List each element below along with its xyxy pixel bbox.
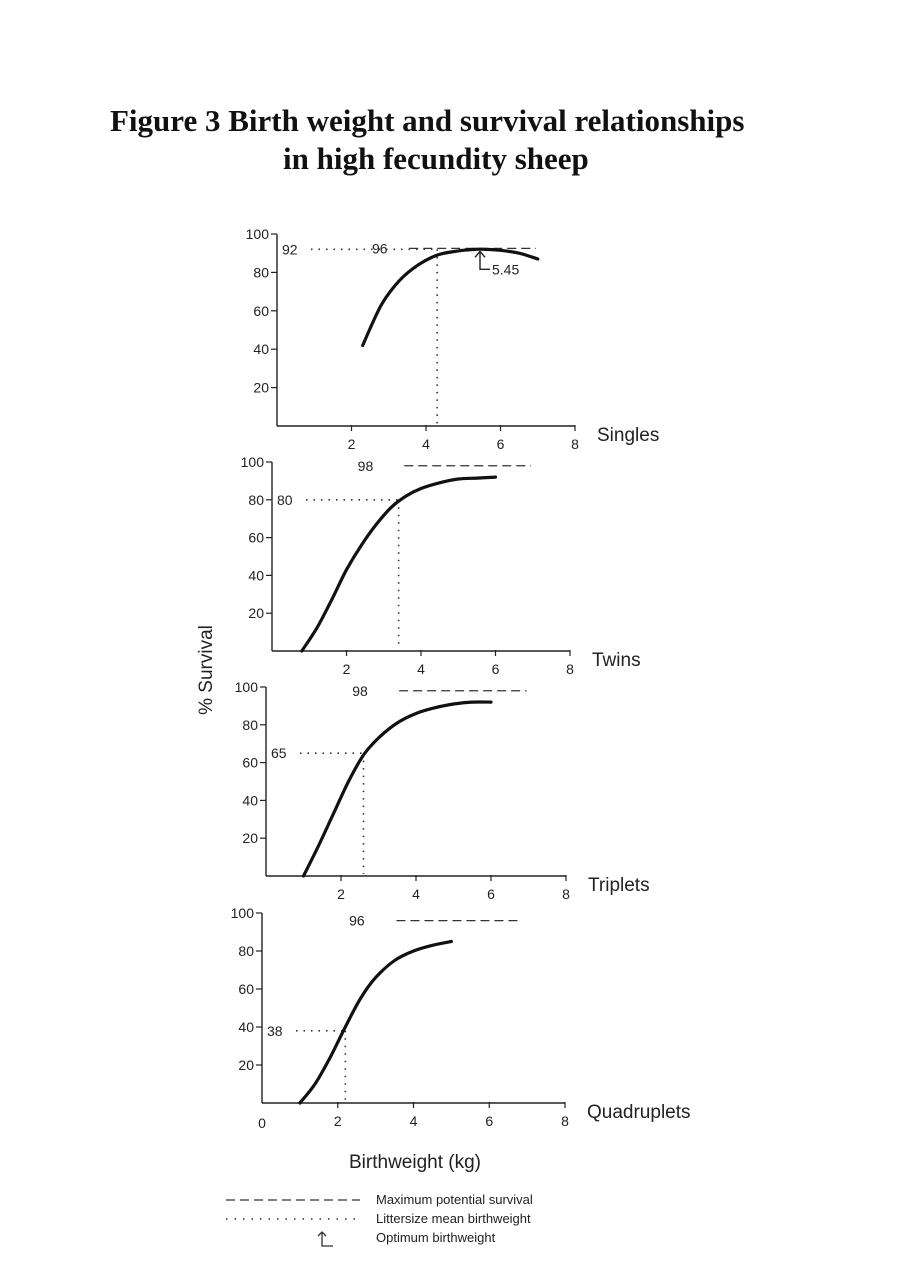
y-tick-label: 20: [253, 380, 269, 396]
mean-survival-label: 80: [277, 492, 293, 508]
y-tick-label: 100: [241, 454, 265, 470]
y-tick-label: 40: [253, 341, 269, 357]
x-axis-label: Birthweight (kg): [349, 1152, 481, 1173]
figure-title: Figure 3 Birth weight and survival relat…: [110, 103, 745, 138]
y-tick-label: 60: [242, 755, 258, 771]
x-tick-label: 4: [417, 661, 425, 677]
mean-survival-label: 65: [271, 745, 287, 761]
y-tick-label: 20: [242, 830, 258, 846]
x-tick-label: 2: [343, 661, 351, 677]
y-tick-label: 40: [242, 792, 258, 808]
legend-optimum-marker: [317, 1231, 333, 1247]
y-tick-label: 40: [238, 1019, 254, 1035]
legend: Maximum potential survival Littersize me…: [226, 1192, 533, 1247]
max-survival-label: 96: [372, 240, 388, 256]
x-tick-label: 8: [562, 886, 570, 902]
y-axis-label: % Survival: [196, 625, 217, 715]
figure-subtitle: in high fecundity sheep: [283, 141, 589, 176]
x-tick-label: 8: [566, 661, 574, 677]
x-tick-label: 2: [348, 436, 356, 452]
panel-name-label: Singles: [597, 425, 659, 446]
x-tick-label: 2: [334, 1113, 342, 1129]
panel-singles: 20 40 60 80 100 2 4 6 8 Singles 96 92 5.45: [246, 226, 660, 452]
max-survival-label: 96: [349, 913, 365, 929]
y-tick-label: 20: [248, 605, 264, 621]
max-survival-label: 98: [358, 458, 374, 474]
y-tick-label: 100: [246, 226, 270, 242]
x-tick-label: 6: [497, 436, 505, 452]
x-tick-label: 8: [571, 436, 579, 452]
y-tick-label: 100: [235, 679, 259, 695]
y-tick-label: 80: [248, 492, 264, 508]
mean-survival-label: 38: [267, 1023, 283, 1039]
legend-label-max-survival: Maximum potential survival: [376, 1192, 533, 1207]
y-tick-label: 80: [238, 943, 254, 959]
y-tick-label: 80: [242, 717, 258, 733]
x-tick-label: 6: [485, 1113, 493, 1129]
panel-twins: 20 40 60 80 100 2 4 6 8 Twins 98 80: [241, 454, 641, 677]
panel-name-label: Triplets: [588, 875, 650, 896]
x-tick-label: 4: [422, 436, 430, 452]
survival-curve: [300, 475, 498, 653]
y-tick-label: 60: [253, 303, 269, 319]
y-tick-label: 80: [253, 264, 269, 280]
optimum-label: 5.45: [492, 261, 519, 277]
panel-name-label: Twins: [592, 650, 641, 671]
survival-curve: [361, 247, 540, 347]
panel-triplets: 20 40 60 80 100 2 4 6 8 Triplets 98 65: [235, 679, 650, 902]
x-tick-label: 4: [412, 886, 420, 902]
mean-survival-label: 92: [282, 241, 298, 257]
panel-name-label: Quadruplets: [587, 1102, 691, 1123]
x-tick-label: 2: [337, 886, 345, 902]
panel-quadruplets: 20 40 60 80 100 2 4 6 8 Quadruplets 96 38: [231, 905, 691, 1129]
y-tick-label: 60: [248, 530, 264, 546]
y-tick-label: 100: [231, 905, 255, 921]
survival-curve: [298, 939, 453, 1105]
legend-label-optimum: Optimum birthweight: [376, 1230, 496, 1245]
legend-label-mean-birthweight: Littersize mean birthweight: [376, 1211, 531, 1226]
optimum-marker: [474, 250, 491, 271]
x-tick-label: 4: [410, 1113, 418, 1129]
x-tick-label: 6: [492, 661, 500, 677]
x-zero-tick-label: 0: [258, 1115, 266, 1131]
x-tick-label: 6: [487, 886, 495, 902]
survival-curve: [301, 700, 493, 878]
max-survival-label: 98: [352, 683, 368, 699]
y-tick-label: 40: [248, 567, 264, 583]
y-tick-label: 20: [238, 1057, 254, 1073]
y-tick-label: 60: [238, 981, 254, 997]
x-tick-label: 8: [561, 1113, 569, 1129]
